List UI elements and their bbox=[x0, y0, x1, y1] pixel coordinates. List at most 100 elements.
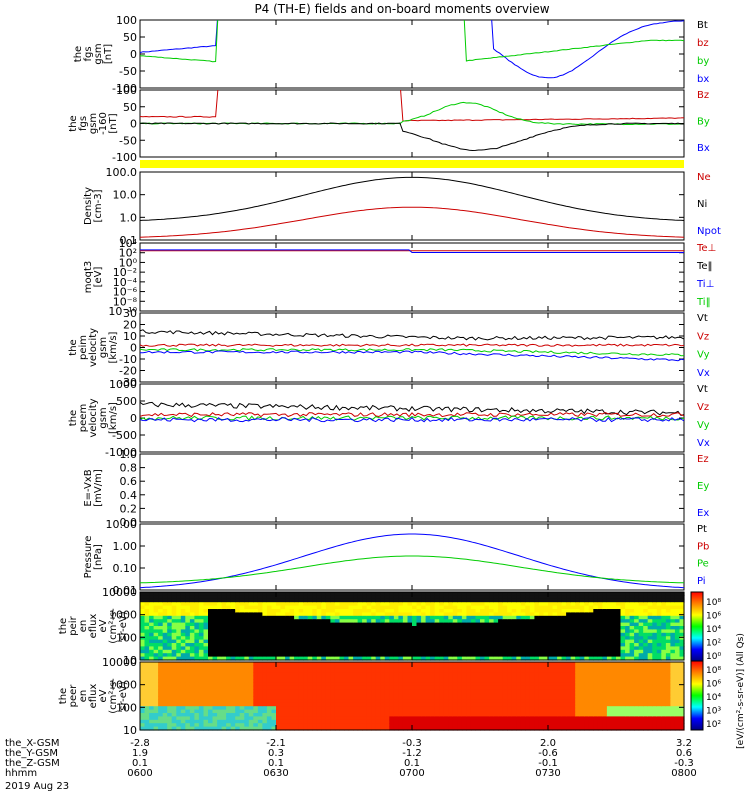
spectrogram-cell bbox=[516, 626, 522, 630]
spectrogram-cell bbox=[430, 702, 436, 707]
spectrogram-cell bbox=[334, 723, 340, 728]
spectrogram-cell bbox=[389, 672, 395, 677]
spectrogram-cell bbox=[670, 602, 676, 607]
spectrogram-cell bbox=[140, 719, 146, 724]
spectrogram-cell bbox=[235, 626, 241, 630]
spectrogram-cell bbox=[566, 702, 572, 707]
spectrogram-cell bbox=[334, 598, 340, 603]
spectrogram-cell bbox=[620, 632, 626, 637]
spectrogram-cell bbox=[316, 609, 322, 613]
spectrogram-cell bbox=[670, 626, 676, 630]
spectrogram-cell bbox=[584, 723, 590, 728]
spectrogram-cell bbox=[470, 646, 476, 651]
spectrogram-cell bbox=[611, 646, 617, 651]
spectrogram-cell bbox=[348, 653, 354, 658]
spectrogram-cell bbox=[230, 626, 236, 630]
spectrogram-cell bbox=[593, 622, 599, 627]
spectrogram-cell bbox=[561, 699, 567, 704]
spectrogram-cell bbox=[239, 689, 245, 694]
spectrogram-cell bbox=[158, 675, 164, 680]
spectrogram-cell bbox=[158, 605, 164, 610]
spectrogram-cell bbox=[543, 646, 549, 651]
spectrogram-cell bbox=[470, 682, 476, 687]
spectrogram-cell bbox=[189, 662, 195, 666]
spectrogram-cell bbox=[266, 719, 272, 724]
spectrogram-cell bbox=[380, 598, 386, 603]
spectrogram-cell bbox=[307, 668, 313, 673]
spectrogram-cell bbox=[543, 682, 549, 687]
series-Vx bbox=[140, 416, 684, 423]
spectrogram-cell bbox=[588, 622, 594, 627]
spectrogram-cell bbox=[466, 619, 472, 624]
spectrogram-cell bbox=[579, 598, 585, 603]
spectrogram-cell bbox=[502, 675, 508, 680]
spectrogram-cell bbox=[493, 696, 499, 700]
spectrogram-cell bbox=[344, 636, 350, 641]
spectrogram-cell bbox=[208, 682, 214, 687]
spectrogram-cell bbox=[289, 699, 295, 704]
spectrogram-cell bbox=[303, 612, 309, 617]
spectrogram-cell bbox=[330, 622, 336, 627]
spectrogram-cell bbox=[602, 692, 608, 697]
spectrogram-cell bbox=[180, 615, 186, 620]
spectrogram-cell bbox=[153, 609, 159, 613]
spectrogram-cell bbox=[566, 612, 572, 617]
spectrogram-cell bbox=[244, 662, 250, 666]
spectrogram-cell bbox=[262, 609, 268, 613]
spectrogram-cell bbox=[171, 689, 177, 694]
spectrogram-cell bbox=[511, 656, 517, 661]
spectrogram-cell bbox=[457, 692, 463, 697]
spectrogram-cell bbox=[489, 656, 495, 661]
spectrogram-cell bbox=[448, 662, 454, 666]
spectrogram-cell bbox=[384, 682, 390, 687]
spectrogram-cell bbox=[643, 629, 649, 634]
spectrogram-cell bbox=[149, 643, 155, 647]
spectrogram-cell bbox=[534, 672, 540, 677]
spectrogram-cell bbox=[493, 592, 499, 596]
spectrogram-cell bbox=[434, 632, 440, 637]
spectrogram-cell bbox=[348, 592, 354, 596]
spectrogram-cell bbox=[339, 592, 345, 596]
spectrogram-cell bbox=[498, 723, 504, 728]
spectrogram-cell bbox=[652, 636, 658, 641]
spectrogram-cell bbox=[566, 696, 572, 700]
y-tick-label: 50 bbox=[123, 31, 137, 44]
spectrogram-cell bbox=[189, 668, 195, 673]
spectrogram-cell bbox=[656, 632, 662, 637]
spectrogram-cell bbox=[239, 672, 245, 677]
spectrogram-cell bbox=[616, 643, 622, 647]
spectrogram-cell bbox=[570, 665, 576, 670]
spectrogram-cell bbox=[584, 636, 590, 641]
spectrogram-cell bbox=[348, 605, 354, 610]
spectrogram-cell bbox=[366, 699, 372, 704]
spectrogram-cell bbox=[384, 643, 390, 647]
spectrogram-cell bbox=[375, 602, 381, 607]
spectrogram-cell bbox=[366, 629, 372, 634]
spectrogram-cell bbox=[552, 662, 558, 666]
spectrogram-cell bbox=[149, 612, 155, 617]
spectrogram-cell bbox=[189, 689, 195, 694]
spectrogram-cell bbox=[257, 639, 263, 644]
spectrogram-cell bbox=[167, 619, 173, 624]
spectrogram-cell bbox=[421, 653, 427, 658]
spectrogram-cell bbox=[325, 598, 331, 603]
spectrogram-cell bbox=[643, 706, 649, 711]
spectrogram-cell bbox=[271, 656, 277, 661]
spectrogram-cell bbox=[235, 622, 241, 627]
spectrogram-cell bbox=[461, 662, 467, 666]
spectrogram-cell bbox=[602, 626, 608, 630]
spectrogram-cell bbox=[561, 685, 567, 690]
spectrogram-cell bbox=[167, 716, 173, 721]
spectrogram-cell bbox=[484, 726, 490, 731]
spectrogram-cell bbox=[625, 609, 631, 613]
spectrogram-cell bbox=[606, 609, 612, 613]
spectrogram-cell bbox=[221, 605, 227, 610]
spectrogram-cell bbox=[516, 615, 522, 620]
spectrogram-cell bbox=[643, 692, 649, 697]
spectrogram-cell bbox=[434, 629, 440, 634]
spectrogram-cell bbox=[371, 699, 377, 704]
spectrogram-cell bbox=[470, 643, 476, 647]
spectrogram-cell bbox=[162, 632, 168, 637]
spectrogram-cell bbox=[180, 656, 186, 661]
spectrogram-cell bbox=[316, 719, 322, 724]
